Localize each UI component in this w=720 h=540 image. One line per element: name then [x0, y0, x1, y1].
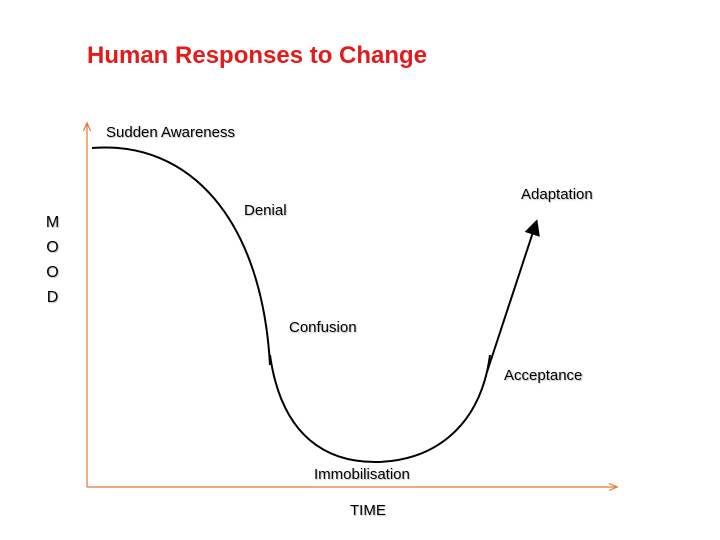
stage-label: Denial — [244, 202, 287, 219]
curve-trough — [269, 354, 491, 464]
title: Human Responses to Change — [87, 42, 428, 69]
stage-label: Acceptance — [504, 367, 583, 384]
y-axis-label: MOOD — [44, 214, 61, 314]
stage-label: Confusion — [289, 319, 357, 336]
stage-label: Sudden Awareness — [106, 124, 235, 141]
stage-label: Adaptation — [521, 186, 593, 203]
x-axis-label: TIME — [350, 502, 386, 519]
stage-label: Immobilisation — [314, 466, 410, 483]
curve-decline — [91, 146, 271, 366]
curve-rise — [486, 219, 540, 373]
